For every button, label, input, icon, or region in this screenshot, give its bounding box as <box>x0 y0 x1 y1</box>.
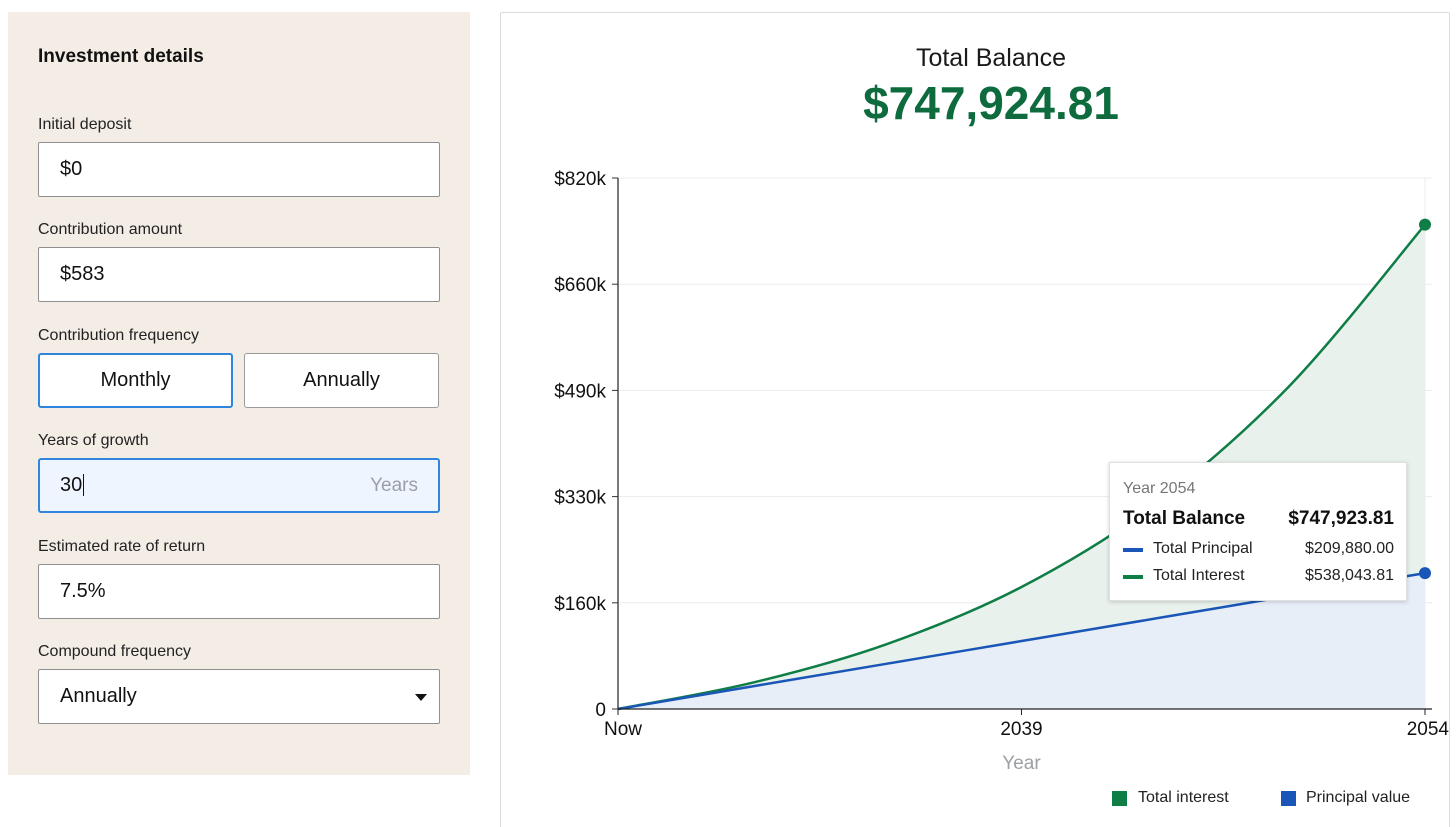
interest-end-dot <box>1419 218 1431 231</box>
x-tick-label: Now <box>604 719 642 740</box>
panel-title: Investment details <box>38 46 204 67</box>
rate-of-return-label: Estimated rate of return <box>38 538 206 555</box>
tooltip-interest-label: Total Interest <box>1153 567 1245 584</box>
interest-line <box>617 223 1426 711</box>
years-unit: Years <box>370 475 418 496</box>
y-tick-label: $490k <box>554 381 606 402</box>
rate-of-return-input[interactable]: 7.5% <box>38 564 440 619</box>
tooltip-interest-value: $538,043.81 <box>1305 567 1394 584</box>
monthly-button[interactable]: Monthly <box>38 353 233 408</box>
compound-frequency-select[interactable]: Annually <box>38 669 440 724</box>
text-caret <box>83 473 85 496</box>
axes <box>617 178 1432 710</box>
total-balance-value: $747,924.81 <box>863 77 1119 129</box>
x-tick-label: 2054 <box>1407 719 1450 740</box>
x-axis-ticks: Now 2039 2054 <box>604 709 1449 740</box>
principal-swatch <box>1123 548 1143 552</box>
y-tick-label: $820k <box>554 169 606 190</box>
initial-deposit-label: Initial deposit <box>38 116 132 133</box>
compound-frequency-label: Compound frequency <box>38 643 191 660</box>
investment-details-panel: Investment details Initial deposit $0 Co… <box>8 12 470 775</box>
end-point-markers <box>1419 218 1431 580</box>
contribution-amount-input[interactable]: $583 <box>38 247 440 302</box>
chart-tooltip: Year 2054 Total Balance $747,923.81 Tota… <box>1109 462 1407 601</box>
interest-swatch <box>1123 575 1143 579</box>
x-tick-label: 2039 <box>1000 719 1042 740</box>
tooltip-principal-label: Total Principal <box>1153 540 1253 557</box>
legend-interest-swatch <box>1112 791 1127 806</box>
annually-button[interactable]: Annually <box>244 353 439 408</box>
years-value: 30 <box>60 474 83 496</box>
total-balance-label: Total Balance <box>915 44 1067 72</box>
years-of-growth-input[interactable]: 30 Years <box>38 458 440 513</box>
legend-interest-label[interactable]: Total interest <box>1138 789 1229 806</box>
years-of-growth-label: Years of growth <box>38 432 149 449</box>
y-tick-label: 0 <box>595 700 606 721</box>
tooltip-year: Year 2054 <box>1123 480 1196 497</box>
tooltip-total-label: Total Balance <box>1123 508 1246 529</box>
y-tick-label: $660k <box>554 275 606 296</box>
tooltip-principal-value: $209,880.00 <box>1305 540 1394 557</box>
y-tick-label: $160k <box>554 594 606 615</box>
contribution-amount-label: Contribution amount <box>38 221 183 238</box>
legend-principal-swatch <box>1281 791 1296 806</box>
contribution-frequency-label: Contribution frequency <box>38 327 199 344</box>
tooltip-total-value: $747,923.81 <box>1288 508 1394 529</box>
principal-end-dot <box>1419 567 1431 580</box>
initial-deposit-input[interactable]: $0 <box>38 142 440 197</box>
compound-frequency-value: Annually <box>60 685 137 707</box>
x-axis-title: Year <box>1002 753 1041 774</box>
chevron-down-icon <box>415 694 427 701</box>
y-tick-label: $330k <box>554 488 606 509</box>
y-axis-ticks: 0 $160k $330k $490k $660k $820k <box>554 169 618 721</box>
legend-principal-label[interactable]: Principal value <box>1306 789 1411 806</box>
